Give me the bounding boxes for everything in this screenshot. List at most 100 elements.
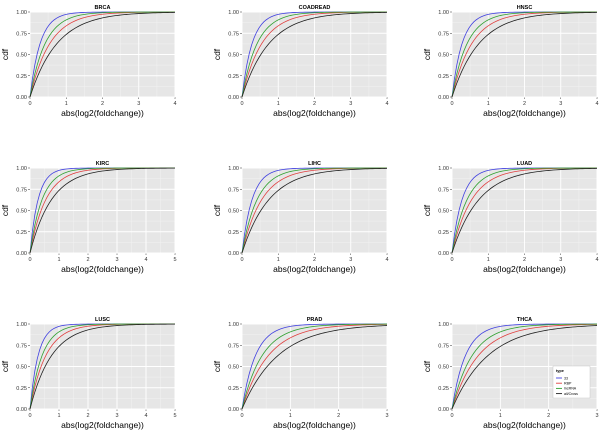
series-line-lncrna <box>241 167 387 254</box>
y-tick-label: 0.00 <box>438 95 449 101</box>
x-axis-title: abs(log2(foldchange)) <box>273 264 356 274</box>
x-tick-label: 2 <box>523 257 526 263</box>
y-tick-label: 0.50 <box>16 209 27 215</box>
x-tick-label: 3 <box>349 257 352 263</box>
y-tick-label: 0.00 <box>438 407 449 413</box>
panel-title: LUAD <box>517 161 532 167</box>
legend-box <box>552 365 591 399</box>
y-tick-label: 0.75 <box>228 31 239 37</box>
series-line-allcross <box>241 168 388 254</box>
panel-luad: 0 1 2 3 4 0.00 0.25 0.50 0.75 1.00 LUAD abs(log2(fo… <box>422 161 599 274</box>
x-tick-label: 1 <box>57 413 60 419</box>
y-tick-label: 1.00 <box>228 322 239 328</box>
panel-title: THCA <box>517 317 532 323</box>
y-tick-label: 1.00 <box>16 10 27 16</box>
x-tick-label: 4 <box>173 101 176 107</box>
series-line-lncrna <box>241 323 388 410</box>
x-tick-label: 0 <box>450 257 453 263</box>
series-line-lncrna <box>451 167 597 254</box>
panel-title: BRCA <box>95 5 111 11</box>
x-axis-title: abs(log2(foldchange)) <box>483 420 566 430</box>
x-axis-title: abs(log2(foldchange)) <box>61 264 144 274</box>
x-axis-title: abs(log2(foldchange)) <box>61 420 144 430</box>
x-tick-label: 2 <box>337 413 340 419</box>
y-tick-label: 0.50 <box>438 209 449 215</box>
y-tick-label: 0.50 <box>228 53 239 59</box>
y-axis-title: cdf <box>0 48 10 60</box>
series-line-allcross <box>29 167 176 254</box>
x-tick-label: 1 <box>65 101 68 107</box>
y-axis-title: cdf <box>0 360 10 372</box>
y-tick-label: 0.50 <box>438 53 449 59</box>
x-tick-label: 2 <box>101 101 104 107</box>
x-tick-label: 1 <box>57 257 60 263</box>
y-axis-title: cdf <box>422 48 432 60</box>
x-tick-label: 3 <box>137 101 140 107</box>
x-tick-label: 2 <box>547 413 550 419</box>
x-tick-label: 3 <box>349 101 352 107</box>
panel-title: LUSC <box>95 317 110 323</box>
series-line-allcross <box>451 12 598 98</box>
series-line-allcross <box>451 325 598 410</box>
y-tick-label: 0.75 <box>16 187 27 193</box>
panel-prad: 0 1 2 3 0.00 0.25 0.50 0.75 1.00 PRAD abs(log2(fol… <box>212 317 389 430</box>
y-tick-label: 1.00 <box>438 10 449 16</box>
legend-entry: lncRNA <box>564 387 577 391</box>
y-tick-label: 0.25 <box>438 74 449 80</box>
x-tick-label: 3 <box>559 257 562 263</box>
y-tick-label: 0.00 <box>438 251 449 257</box>
legend-title: type <box>556 369 564 373</box>
series-line-lncrna <box>241 11 387 98</box>
series-line-lncrna <box>451 11 597 98</box>
y-tick-label: 0.25 <box>228 230 239 236</box>
y-tick-label: 1.00 <box>16 322 27 328</box>
y-tick-label: 0.50 <box>438 365 449 371</box>
y-axis-title: cdf <box>0 204 10 216</box>
y-tick-label: 0.00 <box>228 407 239 413</box>
x-tick-label: 0 <box>28 257 31 263</box>
series-line-rbp <box>241 323 388 410</box>
y-tick-label: 0.25 <box>228 386 239 392</box>
y-axis-title: cdf <box>212 48 222 60</box>
x-axis-title: abs(log2(foldchange)) <box>483 108 566 118</box>
series-line-allcross <box>241 12 388 98</box>
y-tick-label: 0.75 <box>228 187 239 193</box>
legend-entry: all/Cross <box>564 392 578 396</box>
x-tick-label: 1 <box>289 413 292 419</box>
y-axis-title: cdf <box>212 204 222 216</box>
x-tick-label: 0 <box>240 413 243 419</box>
x-tick-label: 2 <box>313 257 316 263</box>
x-tick-label: 4 <box>385 257 388 263</box>
x-tick-label: 0 <box>450 101 453 107</box>
y-tick-label: 0.50 <box>16 365 27 371</box>
x-axis-title: abs(log2(foldchange)) <box>273 420 356 430</box>
x-tick-label: 4 <box>385 101 388 107</box>
x-tick-label: 5 <box>173 413 176 419</box>
y-tick-label: 0.25 <box>438 230 449 236</box>
x-tick-label: 2 <box>86 257 89 263</box>
y-tick-label: 0.25 <box>228 74 239 80</box>
x-tick-label: 0 <box>28 413 31 419</box>
y-tick-label: 0.00 <box>16 407 27 413</box>
y-axis-title: cdf <box>422 204 432 216</box>
y-tick-label: 0.00 <box>16 251 27 257</box>
x-tick-label: 0 <box>240 257 243 263</box>
panel-brca: 0 1 2 3 4 0.00 0.25 0.50 0.75 1.00 BRCA abs(log2(fo… <box>0 5 177 118</box>
panel-title: PRAD <box>307 317 323 323</box>
legend-entry: RBP <box>564 382 572 386</box>
x-tick-label: 1 <box>277 101 280 107</box>
series-line-rbp <box>451 323 598 410</box>
series-line-allcross <box>29 12 176 98</box>
y-tick-label: 0.25 <box>16 74 27 80</box>
panel-title: HNSC <box>517 5 533 11</box>
y-tick-label: 0.75 <box>16 31 27 37</box>
y-tick-label: 0.50 <box>16 53 27 59</box>
y-tick-label: 0.00 <box>16 95 27 101</box>
panel-title: LIHC <box>308 161 321 167</box>
y-tick-label: 1.00 <box>438 322 449 328</box>
y-tick-label: 0.00 <box>228 95 239 101</box>
y-tick-label: 0.75 <box>438 31 449 37</box>
y-tick-label: 0.75 <box>438 343 449 349</box>
panel-title: COADREAD <box>299 5 331 11</box>
